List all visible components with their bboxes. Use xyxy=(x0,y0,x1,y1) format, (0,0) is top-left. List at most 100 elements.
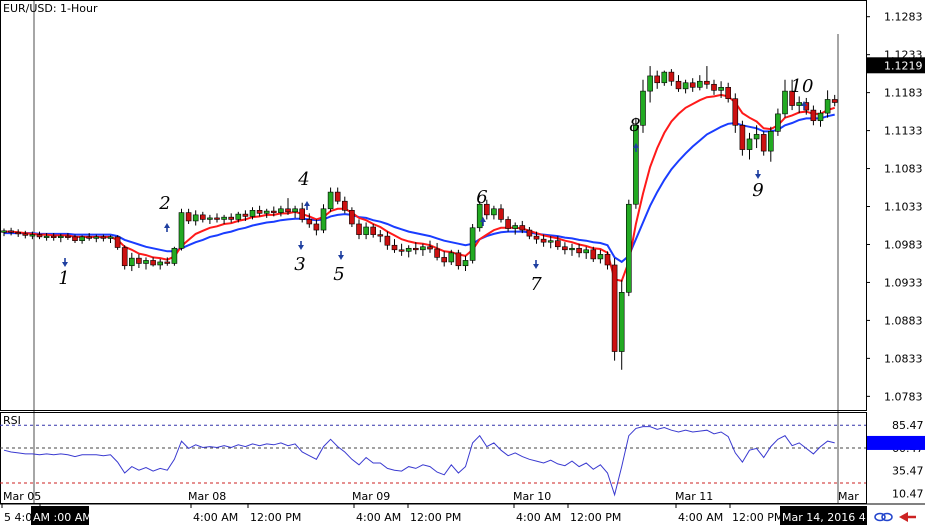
candle xyxy=(57,233,64,243)
candle xyxy=(129,252,135,272)
moving-averages xyxy=(4,93,836,283)
price-tick-label: 1.0933 xyxy=(884,276,923,289)
arrow-up-icon xyxy=(304,201,310,210)
candle xyxy=(597,249,604,264)
candle xyxy=(412,242,419,255)
crosshair-time-label: AM :00 AM xyxy=(33,511,92,524)
ema-fast-line xyxy=(4,93,836,283)
rsi-tick-label: 10.47 xyxy=(892,487,924,500)
candle xyxy=(554,236,561,250)
candle xyxy=(121,245,128,270)
candle xyxy=(420,243,426,256)
candle xyxy=(547,236,554,249)
candle xyxy=(746,132,753,160)
candle xyxy=(36,231,43,240)
candle xyxy=(817,110,824,127)
candle xyxy=(270,206,277,217)
time-label: 4:00 AM xyxy=(356,511,401,524)
arrow-down-icon xyxy=(298,241,304,250)
candle xyxy=(618,280,625,370)
candle xyxy=(249,207,256,220)
candle xyxy=(263,208,270,218)
annotation-number: 9 xyxy=(752,180,763,201)
date-label: Mar 10 xyxy=(513,490,551,503)
arrow-icon[interactable] xyxy=(899,512,916,522)
rsi-label: RSI xyxy=(3,414,21,427)
candle xyxy=(50,233,57,241)
candle xyxy=(604,251,611,270)
time-label: 12:00 PM xyxy=(732,511,783,524)
candle xyxy=(753,125,760,149)
candle xyxy=(86,233,92,241)
date-label: Mar 05 xyxy=(3,490,41,503)
annotation-number: 7 xyxy=(530,274,542,295)
candle xyxy=(136,254,142,269)
time-label: 4:00 AM xyxy=(516,511,561,524)
candle xyxy=(327,187,334,212)
candle xyxy=(661,70,668,86)
chart-frame xyxy=(0,0,925,505)
candle xyxy=(498,204,504,223)
candlesticks xyxy=(1,66,838,370)
candle xyxy=(285,198,291,215)
candle xyxy=(100,234,107,242)
candle xyxy=(640,79,646,133)
candle xyxy=(384,231,391,250)
candle xyxy=(675,75,682,92)
price-tick-label: 1.1183 xyxy=(884,87,923,100)
link-icon[interactable] xyxy=(874,512,893,522)
candle xyxy=(356,219,362,240)
candle xyxy=(207,214,213,224)
price-tick-label: 1.1083 xyxy=(884,163,923,176)
candle xyxy=(491,205,497,220)
candle xyxy=(633,117,639,209)
candle xyxy=(235,211,242,223)
date-label: Mar 08 xyxy=(188,490,226,503)
candle xyxy=(391,239,398,253)
arrow-up-icon xyxy=(801,101,807,110)
crosshair-time-label-right: Mar 14, 2016 4:0 xyxy=(782,511,876,524)
candle xyxy=(796,96,803,114)
arrow-up-icon xyxy=(633,143,639,152)
annotation-number: 4 xyxy=(297,169,309,190)
candle xyxy=(448,249,455,265)
candle xyxy=(214,213,220,223)
time-label: 4:00 AM xyxy=(678,511,723,524)
candle xyxy=(228,213,234,223)
candle xyxy=(540,234,547,247)
candle xyxy=(689,78,696,92)
candle xyxy=(760,131,767,156)
price-tick-label: 1.0783 xyxy=(884,390,923,403)
candle xyxy=(22,230,29,239)
candle xyxy=(519,220,526,234)
candle xyxy=(370,223,377,238)
date-label: Mar 11 xyxy=(675,490,713,503)
candle xyxy=(377,230,384,243)
arrow-down-icon xyxy=(62,258,68,267)
candle xyxy=(505,216,511,232)
annotation-number: 5 xyxy=(333,264,344,285)
axes: 1.12831.12331.11831.11331.10831.10331.09… xyxy=(1,11,925,525)
candle xyxy=(150,257,156,267)
candle xyxy=(8,227,14,236)
candle xyxy=(292,205,298,218)
candle xyxy=(775,108,781,136)
price-tick-label: 1.1283 xyxy=(884,11,923,24)
candle xyxy=(704,66,710,89)
time-label: 4:00 AM xyxy=(193,511,238,524)
arrow-up-icon xyxy=(480,217,486,226)
candle xyxy=(682,79,689,94)
candle xyxy=(483,199,490,220)
candle xyxy=(732,93,739,133)
candle xyxy=(718,81,724,98)
candle xyxy=(256,205,263,217)
candle xyxy=(164,257,171,266)
candle xyxy=(476,201,483,232)
candle xyxy=(1,228,7,237)
candle xyxy=(185,208,192,224)
candle xyxy=(668,69,675,86)
candle xyxy=(824,90,831,118)
date-label: Mar xyxy=(838,490,859,503)
candle xyxy=(363,222,369,240)
